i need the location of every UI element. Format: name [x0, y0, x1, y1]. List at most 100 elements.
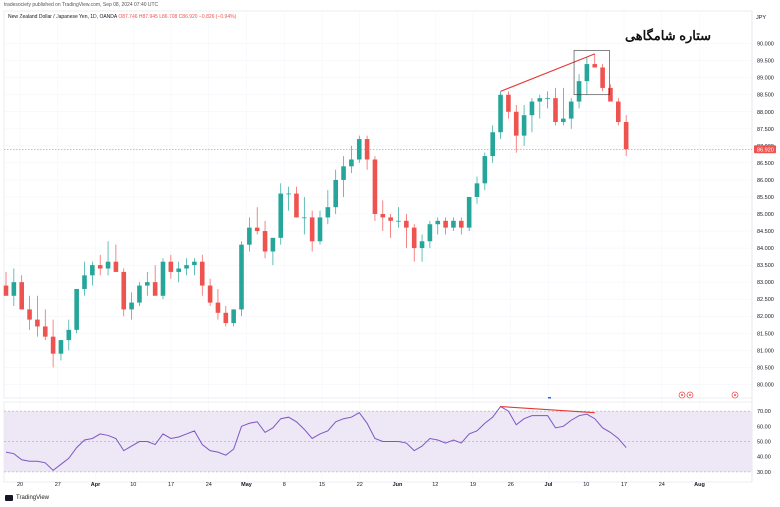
time-tick-label: 20	[17, 482, 23, 488]
candle-up	[427, 224, 433, 242]
candle-up	[160, 261, 166, 296]
candle-down	[309, 217, 315, 242]
candle-down	[404, 220, 409, 228]
candle-down	[513, 111, 519, 136]
logo-text: TradingView	[16, 495, 50, 501]
rsi-tick-label: 50.00	[757, 440, 771, 446]
price-tick-label: 87.500	[757, 127, 774, 133]
candle-up	[145, 282, 150, 286]
candle-up	[286, 193, 291, 195]
candle-down	[388, 217, 393, 221]
candle-up	[482, 156, 488, 184]
candle-down	[35, 319, 40, 327]
price-tick-label: 86.000	[757, 178, 774, 184]
candle-up	[584, 64, 590, 82]
symbol-name: New Zealand Dollar / Japanese Yen, 1D, O…	[8, 14, 118, 20]
time-tick-label: 17	[621, 482, 627, 488]
candle-up	[11, 282, 17, 296]
candle-up	[521, 115, 527, 136]
candle-up	[325, 207, 331, 218]
candle-up	[451, 220, 456, 228]
event-marker-dot	[689, 394, 691, 396]
candle-down	[592, 64, 598, 68]
candle-up	[317, 217, 323, 242]
event-marker-dot	[681, 394, 683, 396]
candle-down	[372, 159, 378, 214]
candle-up	[419, 241, 425, 249]
candle-down	[459, 220, 464, 228]
change-value: −0.826 (−0.94%)	[198, 14, 237, 20]
candle-down	[616, 101, 621, 122]
candle-up	[435, 220, 441, 225]
candle-up	[239, 244, 244, 310]
candle-up	[302, 217, 307, 219]
open-value: O87.746	[117, 14, 138, 20]
tradingview-logo: TradingView	[5, 495, 49, 501]
candle-down	[294, 193, 299, 218]
high-value: H87.945	[138, 14, 159, 20]
candle-up	[176, 268, 181, 272]
price-tick-label: 81.500	[757, 331, 774, 337]
candle-down	[113, 261, 119, 272]
candle-up	[576, 81, 582, 102]
candle-up	[129, 302, 134, 310]
candle-down	[199, 261, 205, 286]
rsi-tick-label: 40.00	[757, 455, 771, 461]
tradingview-logo-icon	[5, 495, 13, 501]
time-tick-label: 19	[470, 482, 476, 488]
candle-up	[474, 183, 480, 197]
candle-up	[561, 118, 566, 122]
candle-down	[97, 265, 103, 269]
candle-down	[19, 282, 24, 310]
candle-up	[545, 98, 550, 99]
time-tick-label: Aug	[694, 482, 705, 488]
candle-up	[537, 98, 543, 102]
candle-down	[215, 302, 221, 313]
price-tick-label: 83.000	[757, 280, 774, 286]
price-tick-label: 81.000	[757, 348, 774, 354]
rsi-tick-label: 70.00	[757, 409, 771, 415]
price-tick-label: 83.500	[757, 263, 774, 269]
pattern-box	[573, 50, 610, 96]
publisher-bar: tradesociety published on TradingView.co…	[0, 0, 780, 10]
candle-down	[506, 94, 511, 112]
candle-down	[600, 67, 605, 88]
candle-up	[490, 132, 495, 157]
candle-down	[553, 98, 558, 122]
last-price-badge	[754, 145, 776, 154]
candle-up	[66, 329, 72, 341]
price-tick-label: 88.500	[757, 93, 774, 99]
rsi-tick-label: 30.00	[757, 470, 771, 476]
candle-up	[568, 101, 574, 119]
candle-up	[466, 196, 472, 228]
time-tick-label: Jul	[545, 482, 553, 488]
candle-up	[498, 94, 503, 133]
candle-up	[529, 101, 535, 116]
time-tick-label: 10	[130, 482, 136, 488]
time-tick-label: 24	[206, 482, 212, 488]
candle-down	[42, 326, 48, 337]
candle-up	[184, 265, 189, 269]
price-tick-label: 82.000	[757, 314, 774, 320]
annotation-label: ستاره شامگاهی	[625, 27, 711, 44]
currency-label: JPY	[756, 15, 766, 21]
price-trendline	[500, 53, 595, 92]
candle-down	[121, 271, 127, 310]
time-tick-label: 15	[319, 482, 325, 488]
last-price-badge-text: 86.920	[757, 147, 774, 153]
candle-down	[207, 285, 213, 303]
rsi-line	[5, 405, 627, 472]
candle-up	[58, 340, 64, 354]
candle-down	[411, 227, 417, 249]
candle-up	[341, 166, 346, 180]
candle-up	[82, 275, 87, 289]
candle-down	[223, 312, 229, 324]
time-tick-label: 10	[583, 482, 589, 488]
candle-down	[254, 227, 260, 232]
candle-up	[333, 179, 338, 208]
low-value: L86.708	[158, 14, 178, 20]
time-tick-label: 26	[508, 482, 514, 488]
price-tick-label: 80.000	[757, 382, 774, 388]
time-tick-label: May	[241, 482, 253, 488]
